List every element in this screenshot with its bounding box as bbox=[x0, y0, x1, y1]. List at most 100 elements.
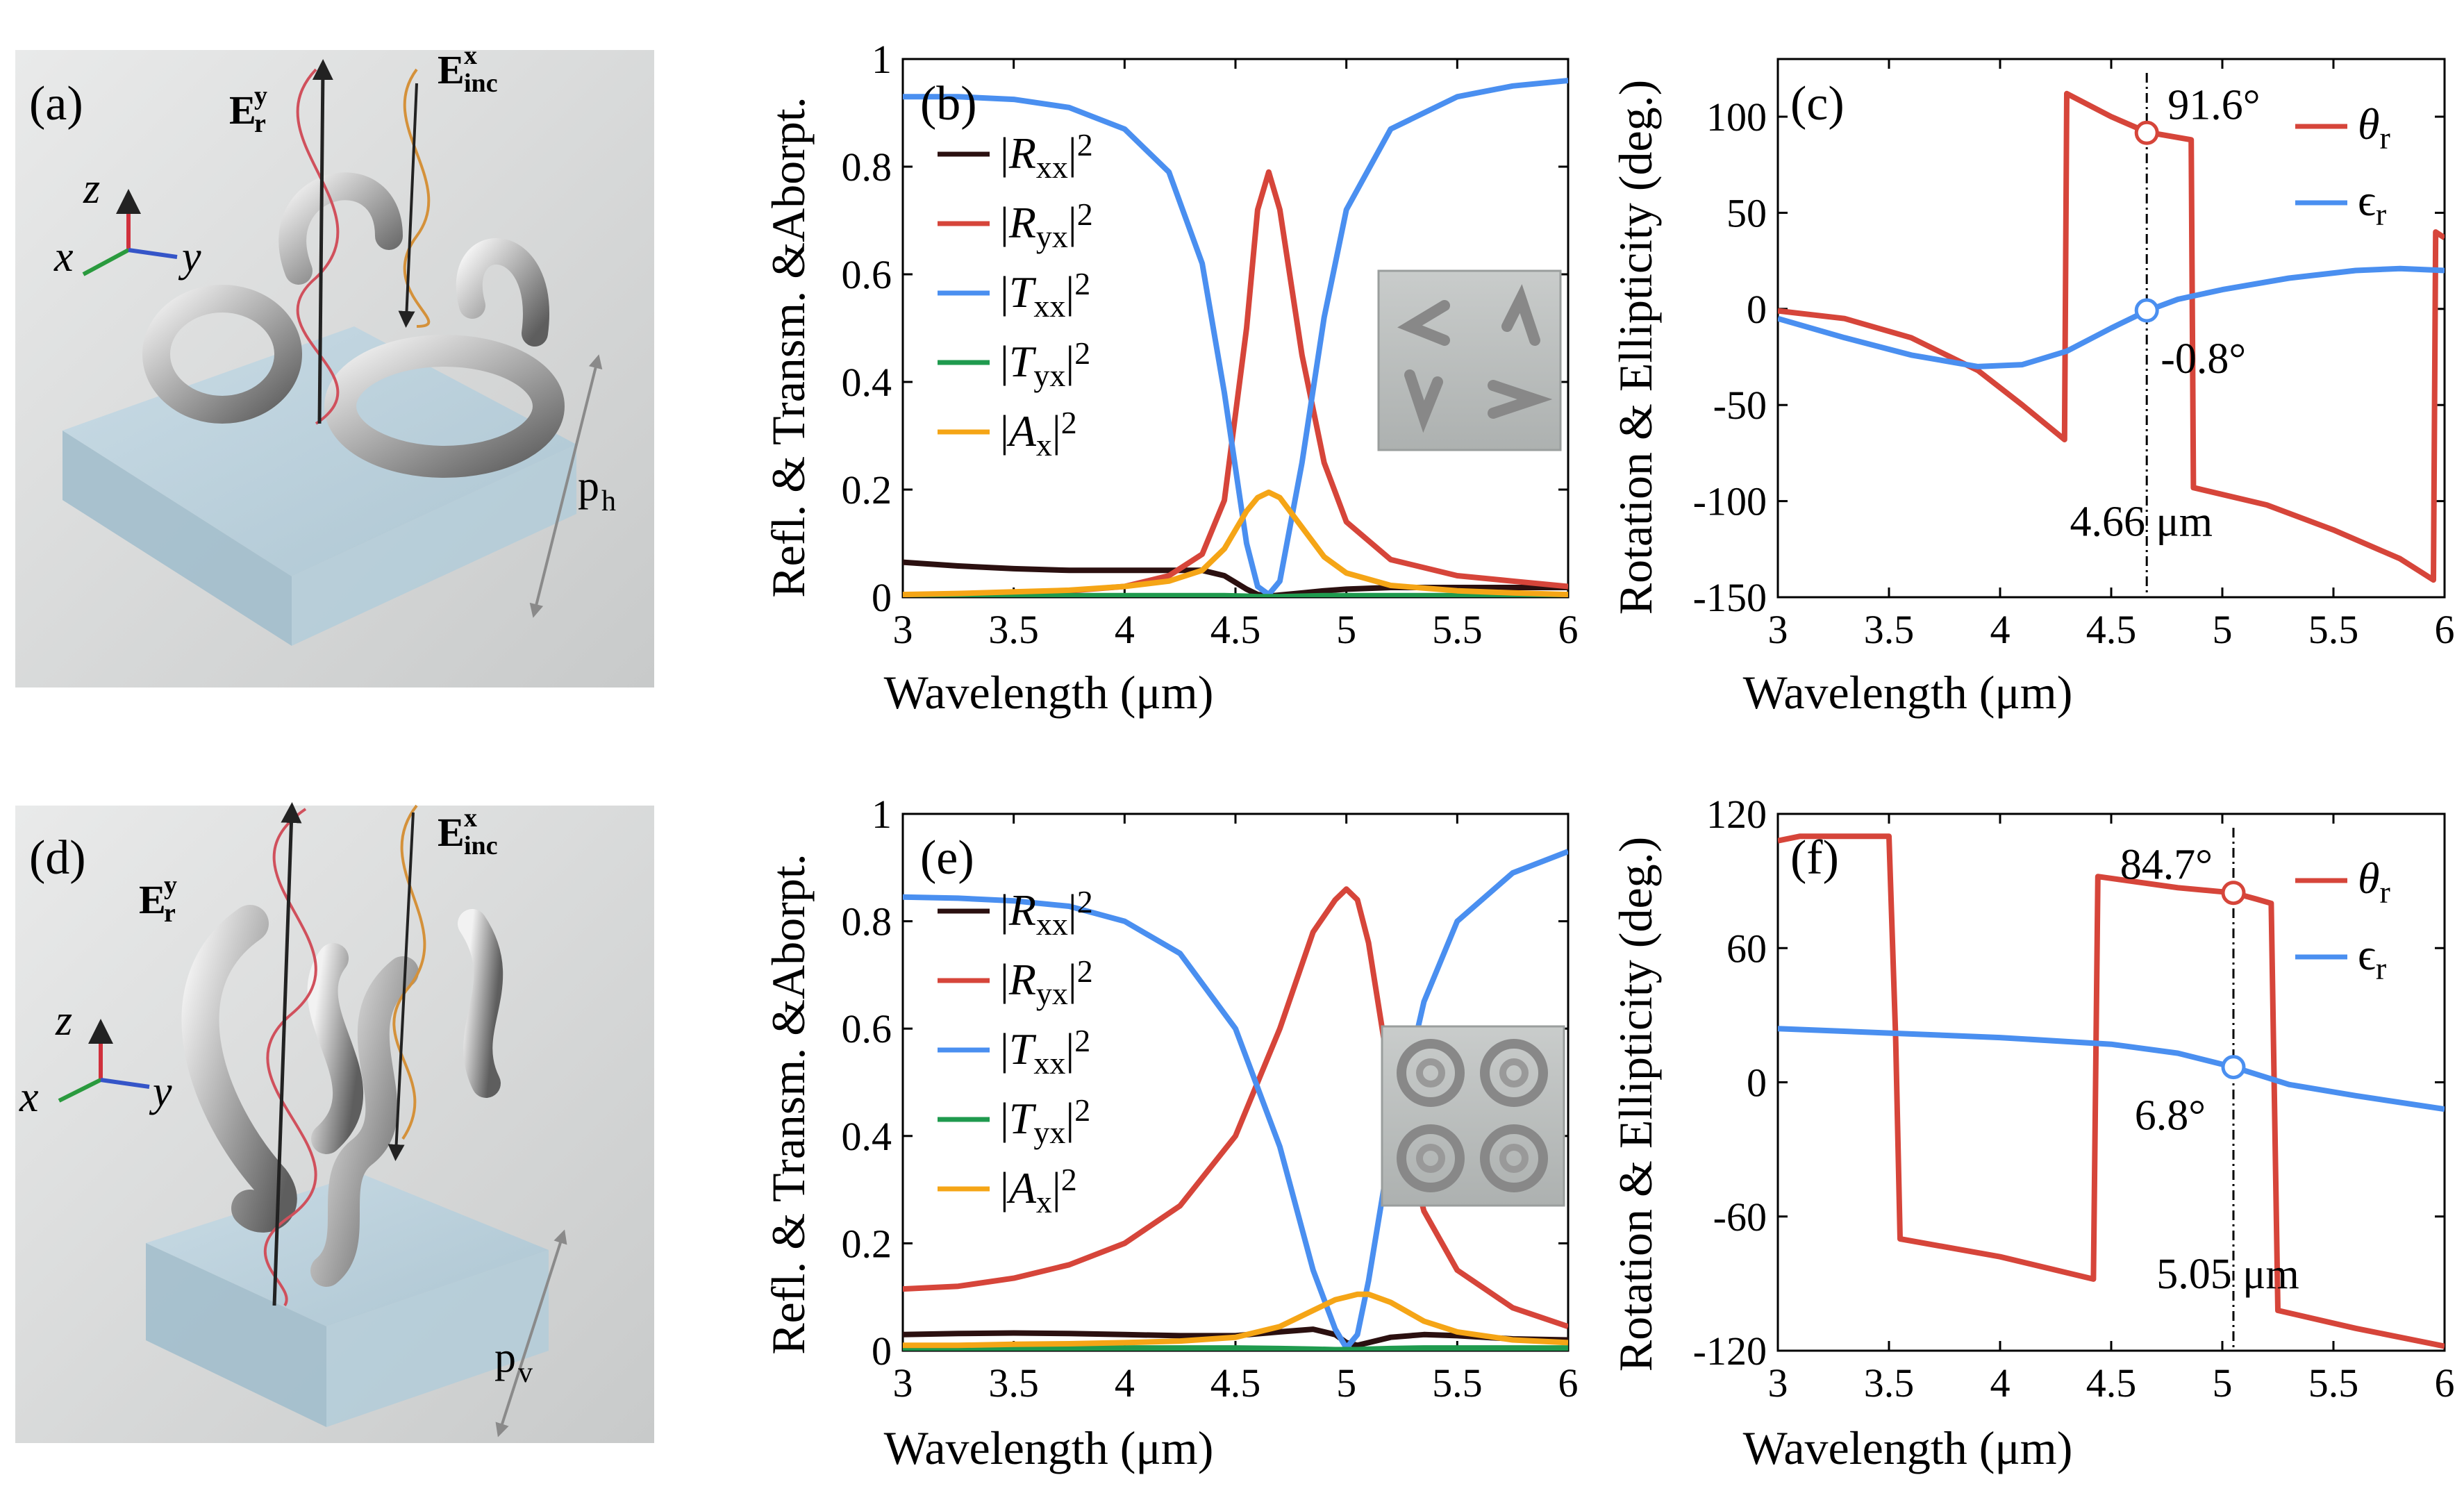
plot-area: 3 3.5 4 4.5 5 5.5 6 -150 -100 -50 0 50 100 4.66 μm 91.… bbox=[1693, 58, 2455, 652]
reflected-wave-curve bbox=[296, 68, 340, 425]
series-line-theta bbox=[1778, 833, 2445, 1349]
y-tick-label: 0.4 bbox=[842, 360, 892, 405]
period-subscript: h bbox=[601, 485, 616, 517]
series-line-tyx bbox=[903, 1345, 1568, 1351]
e-inc-label: E bbox=[438, 810, 465, 855]
y-tick-label: 0.8 bbox=[842, 144, 892, 190]
y-tick-label: 0.6 bbox=[842, 1006, 892, 1051]
svg-text:|Ax|2: |Ax|2 bbox=[1000, 405, 1077, 462]
panel-label-e: (e) bbox=[920, 831, 974, 885]
legend-item-tyx: |Tyx|2 bbox=[938, 335, 1090, 393]
x-tick-label: 5 bbox=[1336, 1360, 1356, 1406]
series-line-ryx bbox=[903, 886, 1568, 1329]
incident-arrow bbox=[398, 83, 418, 328]
series-line-tyx bbox=[903, 592, 1568, 597]
y-tick-label: 0 bbox=[872, 575, 892, 620]
legend-item-ax: |Ax|2 bbox=[938, 1162, 1077, 1219]
incident-wave bbox=[398, 68, 431, 328]
chart-panel-b: 3 3.5 4 4.5 5 5.5 6 0 0.2 0.4 0.6 0.8 1 (b) Waveleng… bbox=[762, 37, 1579, 719]
y-axis-arrow bbox=[128, 248, 178, 259]
plot-area: 3 3.5 4 4.5 5 5.5 6 0 0.2 0.4 0.6 0.8 1 bbox=[842, 37, 1579, 652]
y-tick-label: 50 bbox=[1726, 190, 1767, 235]
e-r-superscript: y bbox=[254, 81, 267, 110]
period-label: p bbox=[578, 462, 599, 510]
x-tick-label: 3.5 bbox=[1864, 607, 1915, 652]
x-tick-label: 3 bbox=[893, 1360, 913, 1406]
y-tick-label: 1 bbox=[872, 37, 892, 82]
legend: θr ϵr bbox=[2295, 99, 2390, 232]
e-r-label: E bbox=[229, 88, 256, 133]
e-inc-subscript: inc bbox=[464, 831, 498, 860]
legend-item-rxx: |Rxx|2 bbox=[938, 884, 1093, 942]
annotation-marker bbox=[2134, 120, 2159, 145]
svg-text:|Tyx|2: |Tyx|2 bbox=[1000, 1092, 1090, 1150]
period-arrow bbox=[529, 354, 603, 618]
x-tick-label: 4.5 bbox=[2086, 607, 2137, 652]
inset-element bbox=[1416, 1144, 1445, 1173]
legend-item-theta: θr bbox=[2295, 99, 2390, 156]
x-tick-label: 3.5 bbox=[988, 1360, 1039, 1406]
reflected-wave-curve bbox=[263, 808, 317, 1307]
plot-area: 3 3.5 4 4.5 5 5.5 6 0 0.2 0.4 0.6 0.8 1 bbox=[842, 792, 1579, 1406]
series-line-eps bbox=[1778, 265, 2445, 369]
svg-text:θr: θr bbox=[2358, 99, 2390, 156]
x-tick-label: 4 bbox=[1990, 607, 2011, 652]
x-axis-title: Wavelength (μm) bbox=[1743, 1422, 2073, 1474]
legend: θr ϵr bbox=[2295, 853, 2390, 986]
x-axis-arrow bbox=[82, 248, 130, 276]
e-r-label: E bbox=[139, 877, 166, 922]
y-axis-title: Rotation & Ellipticity (deg.) bbox=[1609, 80, 1662, 615]
helix-arc-right bbox=[456, 238, 549, 347]
plot-frame bbox=[1776, 812, 2446, 1352]
x-axis-title: Wavelength (μm) bbox=[884, 1422, 1214, 1474]
y-axis-title: Refl. & Transm. &Aborpt. bbox=[762, 853, 815, 1355]
inset-structure-top-view bbox=[1377, 269, 1562, 451]
annotation-marker bbox=[2134, 298, 2159, 323]
schematic-d: E y r E x inc z x y p v (d) bbox=[15, 802, 654, 1443]
legend-item-epsilon: ϵr bbox=[2295, 930, 2386, 986]
series-line-txx bbox=[903, 78, 1568, 597]
e-r-superscript: y bbox=[164, 871, 177, 900]
annotation-label: -0.8° bbox=[2161, 335, 2246, 383]
chart-panel-e: 3 3.5 4 4.5 5 5.5 6 0 0.2 0.4 0.6 0.8 1 (e) Waveleng… bbox=[762, 792, 1579, 1474]
y-tick-label: 0.8 bbox=[842, 899, 892, 944]
svg-text:|Rxx|2: |Rxx|2 bbox=[1000, 127, 1093, 185]
x-axis-label: x bbox=[53, 233, 74, 281]
inset-element bbox=[1480, 1124, 1548, 1192]
helix-left bbox=[181, 905, 297, 1233]
x-tick-label: 5.5 bbox=[2308, 1360, 2359, 1406]
legend-item-theta: θr bbox=[2295, 853, 2390, 910]
x-tick-label: 5.5 bbox=[2308, 607, 2359, 652]
legend-item-txx: |Txx|2 bbox=[938, 266, 1090, 324]
glass-substrate-front bbox=[326, 1250, 549, 1427]
svg-text:|Ryx|2: |Ryx|2 bbox=[1000, 953, 1093, 1011]
y-tick-label: -100 bbox=[1693, 479, 1767, 524]
legend-item-tyx: |Tyx|2 bbox=[938, 1092, 1090, 1150]
x-tick-label: 4.5 bbox=[1210, 1360, 1261, 1406]
legend-item-rxx: |Rxx|2 bbox=[938, 127, 1093, 185]
svg-text:|Txx|2: |Txx|2 bbox=[1000, 1023, 1090, 1081]
helix-front bbox=[310, 956, 419, 1287]
e-inc-superscript: x bbox=[464, 41, 477, 70]
e-r-subscript: r bbox=[254, 109, 266, 138]
x-axis-title: Wavelength (μm) bbox=[884, 666, 1214, 719]
x-tick-label: 3 bbox=[893, 607, 913, 652]
inset-element bbox=[1416, 1058, 1445, 1088]
x-tick-label: 3 bbox=[1768, 1360, 1788, 1406]
y-axis-title: Rotation & Ellipticity (deg.) bbox=[1609, 837, 1662, 1372]
y-tick-label: 100 bbox=[1706, 94, 1767, 140]
x-axis-arrow bbox=[58, 1078, 102, 1103]
x-tick-label: 5.5 bbox=[1432, 1360, 1483, 1406]
y-axis-label: y bbox=[178, 233, 201, 281]
svg-text:|Ax|2: |Ax|2 bbox=[1000, 1162, 1077, 1219]
annotation-label: 6.8° bbox=[2135, 1092, 2206, 1140]
x-tick-label: 3.5 bbox=[988, 607, 1039, 652]
reflected-arrow bbox=[272, 802, 302, 1306]
y-tick-label: -50 bbox=[1713, 383, 1767, 428]
inset-element bbox=[1397, 1124, 1465, 1192]
z-axis-label: z bbox=[55, 997, 72, 1044]
x-tick-label: 5 bbox=[1336, 607, 1356, 652]
panel-label-d: (d) bbox=[29, 831, 86, 885]
y-tick-label: 120 bbox=[1706, 792, 1767, 837]
legend: |Rxx|2 |Ryx|2 |Txx|2 |Tyx|2 |Ax|2 bbox=[938, 127, 1093, 462]
